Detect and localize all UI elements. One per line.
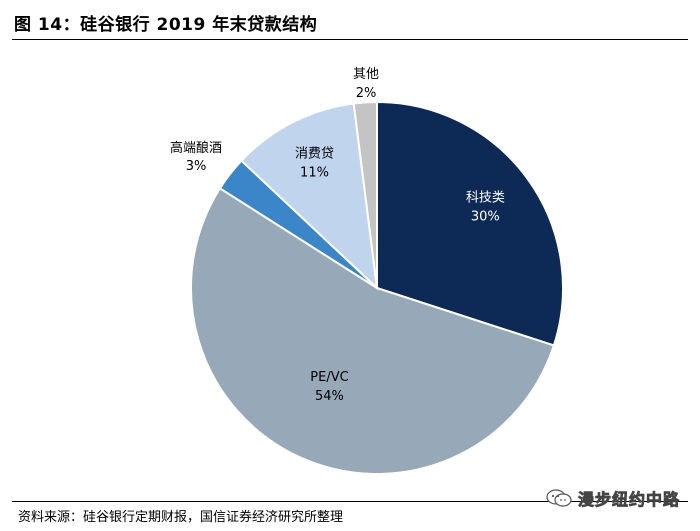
slice-label-percent-1: 54%: [315, 389, 344, 404]
slice-label-percent-3: 11%: [300, 165, 329, 180]
slice-label-percent-2: 3%: [186, 159, 207, 174]
source-note: 资料来源：硅谷银行定期财报，国信证券经济研究所整理: [18, 510, 344, 525]
slice-label-name-4: 其他: [353, 67, 379, 82]
slice-label-name-0: 科技类: [466, 190, 505, 205]
pie-slice-3: [239, 102, 379, 291]
source-divider: [12, 501, 688, 502]
pie-chart: 科技类 30% PE/VC 54% 高端酿酒 3% 消费贷 11% 其他 2%: [170, 67, 564, 475]
slice-label-name-3: 消费贷: [295, 146, 334, 161]
pie-slice-4: [352, 100, 378, 289]
watermark-text: 漫步纽约中路: [578, 490, 681, 510]
slice-label-name-1: PE/VC: [310, 370, 348, 385]
pie-slice-1: [190, 186, 556, 475]
title-divider: [12, 39, 688, 40]
watermark: 漫步纽约中路: [545, 486, 685, 510]
slice-label-name-2: 高端酿酒: [170, 140, 222, 156]
slice-label-percent-0: 30%: [471, 209, 500, 224]
slice-label-percent-4: 2%: [356, 86, 377, 101]
wechat-icon: [546, 489, 572, 507]
figure-title: 图 14：硅谷银行 2019 年末贷款结构: [14, 15, 318, 35]
pie-slice-0: [376, 100, 564, 347]
